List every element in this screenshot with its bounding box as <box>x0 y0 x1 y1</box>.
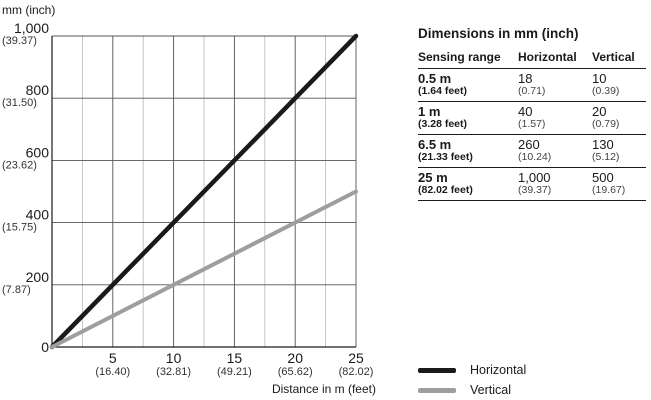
y-axis-unit-label: mm (inch) <box>2 3 55 17</box>
cell-horizontal: 1,000 <box>518 170 551 185</box>
y-tick-label: 0 <box>41 339 49 355</box>
series-line-vertical <box>50 189 358 349</box>
series-line-horizontal <box>49 33 359 350</box>
cell-horizontal-sub: (1.57) <box>518 118 546 130</box>
cell-range-sub: (3.28 feet) <box>418 118 468 130</box>
legend-item-vertical: Vertical <box>418 380 526 400</box>
cell-vertical: 500 <box>592 170 614 185</box>
cell-range: 25 m <box>418 170 448 185</box>
legend-label-horizontal: Horizontal <box>470 363 527 377</box>
y-axis-ticks: 0 200(7.87) 400(15.75) 600(23.62) 800(31.50)… <box>2 20 49 355</box>
table-header-row: Sensing range Horizontal Vertical <box>418 50 646 69</box>
y-tick-sublabel: (23.62) <box>2 159 37 171</box>
cell-vertical: 130 <box>592 137 614 152</box>
y-tick-label: 400 <box>26 207 50 223</box>
cell-horizontal-sub: (39.37) <box>518 184 552 196</box>
legend-item-horizontal: Horizontal <box>418 360 526 380</box>
x-tick-sublabel: (16.40) <box>95 366 130 378</box>
y-tick-sublabel: (31.50) <box>2 97 37 109</box>
table-row: 25 m (82.02 feet) 1,000 (39.37) 500 (19.67) <box>418 167 646 201</box>
x-tick-label: 5 <box>109 350 117 366</box>
cell-range-sub: (1.64 feet) <box>418 85 468 97</box>
cell-horizontal-sub: (0.71) <box>518 85 546 97</box>
y-tick-label: 600 <box>26 144 50 160</box>
table-row: 1 m (3.28 feet) 40 (1.57) 20 (0.79) <box>418 101 646 135</box>
y-tick-sublabel: (15.75) <box>2 222 37 234</box>
x-axis-label: Distance in m (feet) <box>272 382 376 396</box>
cell-vertical: 10 <box>592 71 607 86</box>
cell-vertical-sub: (0.79) <box>592 118 620 130</box>
dimensions-panel: Dimensions in mm (inch) Sensing range Ho… <box>418 26 646 201</box>
y-tick-sublabel: (39.37) <box>2 35 37 47</box>
cell-vertical-sub: (5.12) <box>592 151 620 163</box>
x-tick-sublabel: (49.21) <box>217 366 252 378</box>
cell-horizontal: 260 <box>518 137 540 152</box>
legend: Horizontal Vertical <box>418 360 526 400</box>
cell-range: 6.5 m <box>418 137 452 152</box>
dimensions-table: Sensing range Horizontal Vertical 0.5 m(… <box>418 50 646 201</box>
table-row: 0.5 m (1.64 feet) 18 (0.71) 10 (0.39) <box>418 68 646 102</box>
cell-range: 0.5 m <box>418 71 452 86</box>
table-row: 6.5 m (21.33 feet) 260 (10.24) 130 (5.12) <box>418 134 646 168</box>
cell-horizontal: 18 <box>518 71 533 86</box>
grid <box>51 35 357 348</box>
cell-vertical-sub: (0.39) <box>592 85 620 97</box>
header-horizontal: Horizontal <box>518 50 592 69</box>
dimensions-title: Dimensions in mm (inch) <box>418 26 579 41</box>
y-tick-label: 800 <box>26 82 50 98</box>
x-tick-label: 15 <box>227 350 243 366</box>
range-chart: mm (inch) 0 200(7.87) 400(15.75) 600(23.62)… <box>2 3 376 396</box>
cell-vertical-sub: (19.67) <box>592 184 626 196</box>
legend-label-vertical: Vertical <box>470 383 511 397</box>
x-tick-label: 25 <box>348 350 364 366</box>
cell-horizontal: 40 <box>518 104 533 119</box>
x-tick-sublabel: (65.62) <box>278 366 313 378</box>
cell-vertical: 20 <box>592 104 607 119</box>
legend-swatch-vertical <box>418 387 456 393</box>
x-tick-sublabel: (82.02) <box>339 366 374 378</box>
x-axis-ticks: 5(16.40) 10(32.81) 15(49.21) 20(65.62) 25(82… <box>95 350 373 378</box>
y-tick-sublabel: (7.87) <box>2 284 31 296</box>
y-tick-label: 200 <box>26 269 50 285</box>
cell-horizontal-sub: (10.24) <box>518 151 552 163</box>
legend-swatch-horizontal <box>418 367 456 373</box>
y-tick-label: 1,000 <box>14 20 49 36</box>
header-sensing-range: Sensing range <box>418 50 518 69</box>
header-vertical: Vertical <box>592 50 646 69</box>
series-lines <box>49 33 359 350</box>
cell-range-sub: (82.02 feet) <box>418 184 473 196</box>
x-tick-sublabel: (32.81) <box>156 366 191 378</box>
x-tick-label: 20 <box>287 350 303 366</box>
cell-range: 1 m <box>418 104 441 119</box>
cell-range-sub: (21.33 feet) <box>418 151 473 163</box>
x-tick-label: 10 <box>166 350 182 366</box>
